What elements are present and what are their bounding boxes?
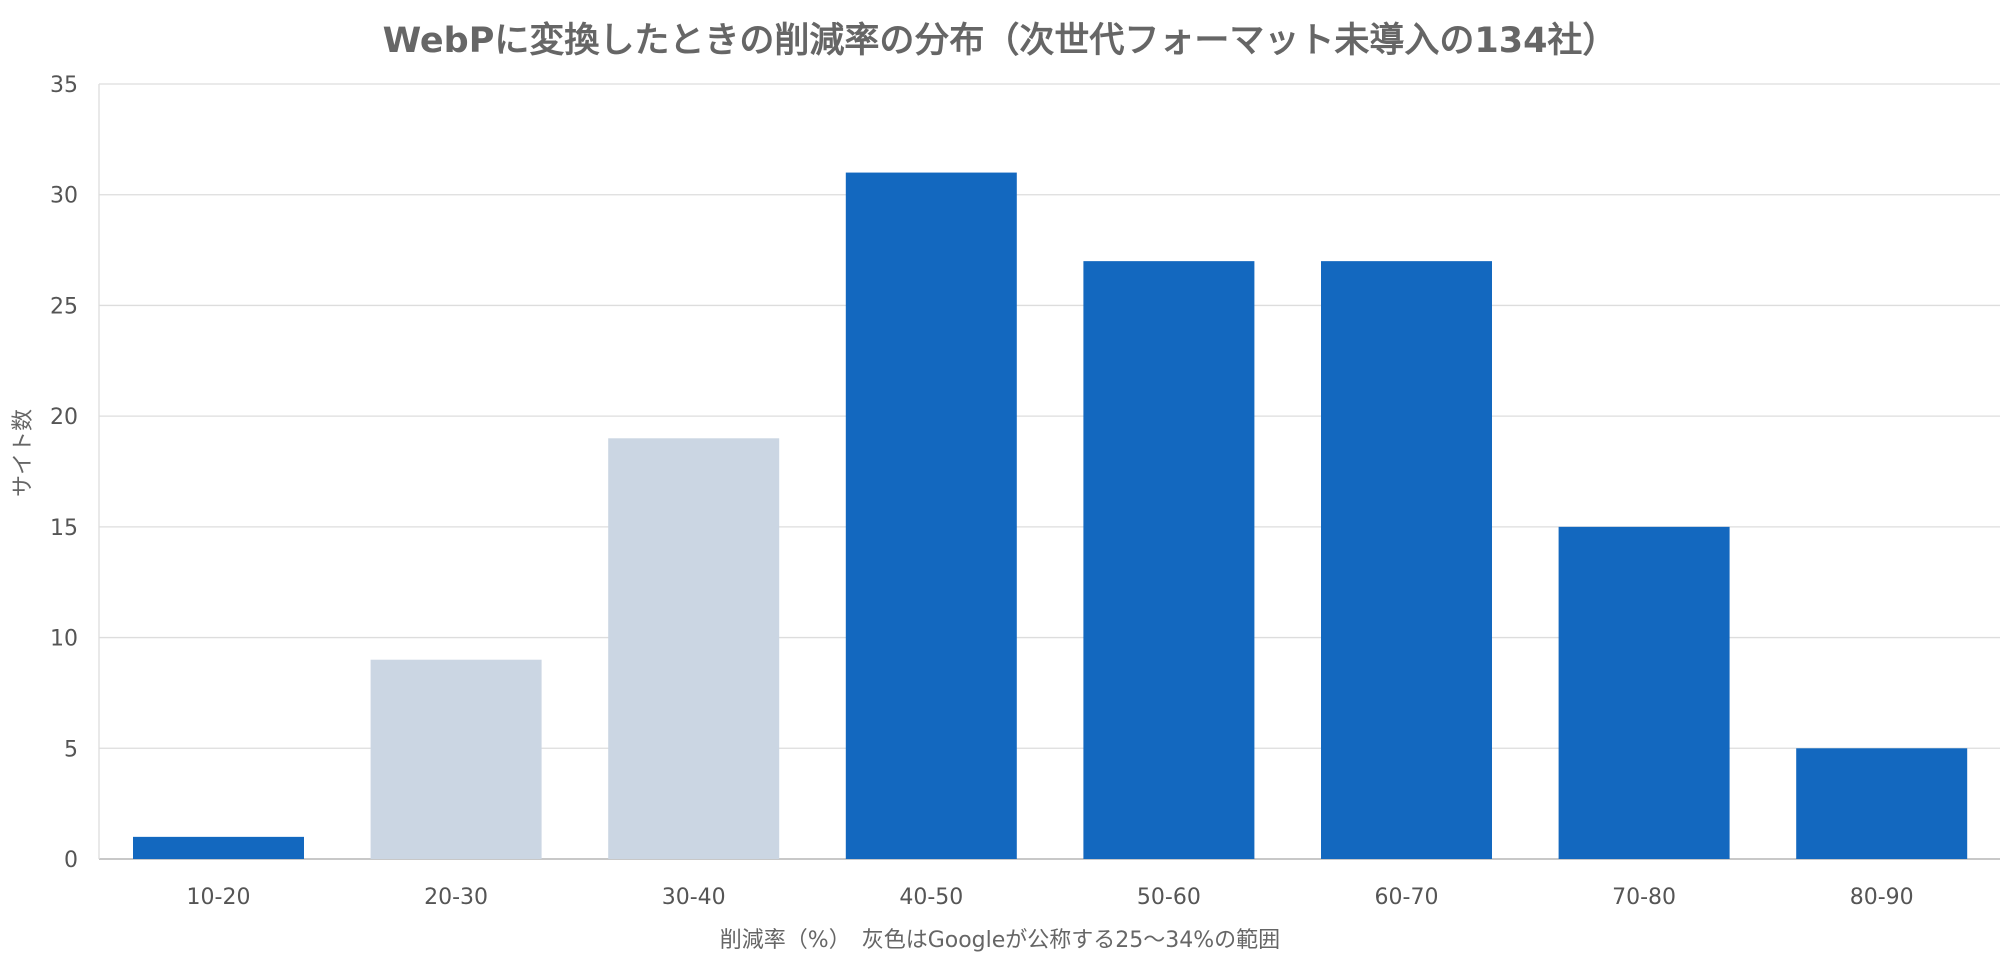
x-axis-label: 削減率（%） 灰色はGoogleが公称する25〜34%の範囲 (720, 928, 1280, 953)
bar-10-20 (133, 836, 304, 859)
chart-title: WebPに変換したときの削減率の分布（次世代フォーマット未導入の134社） (383, 20, 1618, 61)
x-tick-label: 50-60 (1137, 885, 1201, 910)
bars (133, 172, 1968, 860)
bar-70-80 (1558, 526, 1730, 859)
bar-30-40 (608, 438, 780, 859)
x-tick-label: 40-50 (899, 885, 963, 910)
x-tick-label: 80-90 (1850, 885, 1914, 910)
x-tick-label: 60-70 (1375, 885, 1439, 910)
y-tick-label: 20 (50, 405, 78, 430)
y-tick-label: 10 (50, 627, 78, 652)
x-axis-ticks: 10-20 20-30 30-40 40-50 50-60 60-70 70-80 80-90 (187, 885, 1914, 910)
y-axis-ticks: 0 5 10 15 20 25 30 35 (50, 73, 78, 873)
x-tick-label: 10-20 (187, 885, 251, 910)
y-tick-label: 35 (50, 73, 78, 98)
bar-60-70 (1321, 261, 1492, 860)
bar-50-60 (1083, 261, 1255, 860)
bar-80-90 (1796, 748, 1968, 859)
y-tick-label: 5 (64, 737, 78, 762)
x-tick-label: 20-30 (424, 885, 488, 910)
x-tick-label: 70-80 (1612, 885, 1676, 910)
bar-40-50 (845, 172, 1017, 860)
y-tick-label: 0 (64, 848, 78, 873)
y-axis-label: サイト数 (11, 409, 36, 497)
x-tick-label: 30-40 (662, 885, 726, 910)
y-tick-label: 30 (50, 184, 78, 209)
y-tick-label: 25 (50, 294, 78, 319)
y-tick-label: 15 (50, 516, 78, 541)
bar-20-30 (370, 659, 542, 859)
